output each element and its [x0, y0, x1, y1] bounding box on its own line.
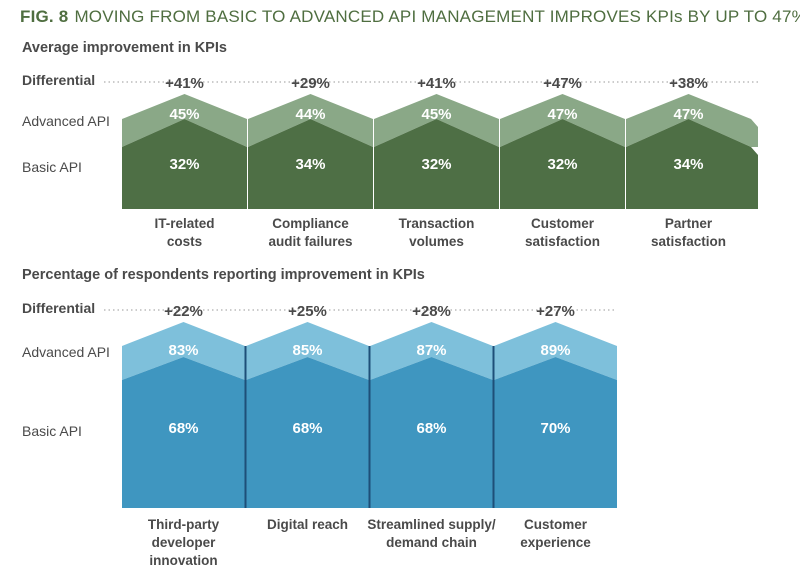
- advanced-api-value: 44%: [295, 106, 325, 123]
- category-label: Digital reach: [266, 517, 349, 532]
- row-label-differential-1: Differential: [22, 72, 96, 88]
- advanced-api-bar: [122, 322, 245, 380]
- differential-label: +41%: [165, 75, 204, 92]
- basic-api-bar: [626, 119, 751, 209]
- basic-api-bar: [500, 119, 625, 209]
- advanced-api-value: 47%: [547, 106, 577, 123]
- row-label-basic-1: Basic API: [22, 159, 82, 175]
- basic-api-bar: [494, 357, 617, 508]
- differential-label: +38%: [669, 75, 708, 92]
- basic-api-value: 68%: [292, 420, 322, 437]
- row-label-advanced-1: Advanced API: [22, 113, 110, 129]
- advanced-api-value: 87%: [416, 342, 446, 359]
- differential-label: +25%: [288, 303, 327, 320]
- category-label: Compliance audit failures: [268, 216, 353, 249]
- figure-title-text: MOVING FROM BASIC TO ADVANCED API MANAGE…: [74, 7, 800, 26]
- category-label: Third-party developer innovation: [147, 517, 220, 568]
- basic-api-bar: [248, 119, 373, 209]
- section-title-average-improvement: Average improvement in KPIs: [22, 40, 227, 56]
- basic-api-tail: [751, 147, 758, 209]
- differential-label: +28%: [412, 303, 451, 320]
- basic-api-value: 32%: [169, 156, 199, 173]
- advanced-api-bar: [122, 94, 247, 147]
- basic-api-value: 32%: [421, 156, 451, 173]
- basic-api-bar: [374, 119, 499, 209]
- basic-api-bar: [122, 119, 247, 209]
- advanced-api-bar: [248, 94, 373, 147]
- advanced-api-value: 45%: [169, 106, 199, 123]
- figure-number: FIG. 8: [20, 7, 69, 26]
- basic-api-value: 34%: [673, 156, 703, 173]
- differential-label: +22%: [164, 303, 203, 320]
- advanced-api-bar: [374, 94, 499, 147]
- differential-label: +27%: [536, 303, 575, 320]
- category-label: Streamlined supply/demand chain: [367, 517, 496, 550]
- category-label: Customer experience: [520, 517, 591, 550]
- row-label-differential-2: Differential: [22, 300, 96, 316]
- category-label: Partner satisfaction: [650, 216, 727, 249]
- advanced-api-value: 89%: [540, 342, 570, 359]
- basic-api-bar: [246, 357, 369, 508]
- advanced-api-bar: [626, 94, 751, 147]
- advanced-api-bar: [246, 322, 369, 380]
- advanced-api-value: 45%: [421, 106, 451, 123]
- basic-api-value: 34%: [295, 156, 325, 173]
- advanced-api-bar: [370, 322, 493, 380]
- basic-api-value: 68%: [168, 420, 198, 437]
- basic-api-value: 70%: [540, 420, 570, 437]
- category-label: IT-related costs: [154, 216, 215, 249]
- advanced-api-tail: [751, 119, 758, 147]
- advanced-api-bar: [494, 322, 617, 380]
- category-label: Customer satisfaction: [524, 216, 601, 249]
- figure-title: FIG. 8 MOVING FROM BASIC TO ADVANCED API …: [20, 7, 800, 27]
- basic-api-bar: [370, 357, 493, 508]
- advanced-api-bar: [500, 94, 625, 147]
- row-label-advanced-2: Advanced API: [22, 344, 110, 360]
- advanced-api-value: 85%: [292, 342, 322, 359]
- advanced-api-value: 83%: [168, 342, 198, 359]
- row-label-basic-2: Basic API: [22, 423, 82, 439]
- differential-label: +29%: [291, 75, 330, 92]
- differential-label: +47%: [543, 75, 582, 92]
- advanced-api-value: 47%: [673, 106, 703, 123]
- differential-label: +41%: [417, 75, 456, 92]
- basic-api-bar: [122, 357, 245, 508]
- basic-api-value: 68%: [416, 420, 446, 437]
- section-title-respondents: Percentage of respondents reporting impr…: [22, 267, 425, 283]
- basic-api-value: 32%: [547, 156, 577, 173]
- category-label: Transaction volumes: [398, 216, 475, 249]
